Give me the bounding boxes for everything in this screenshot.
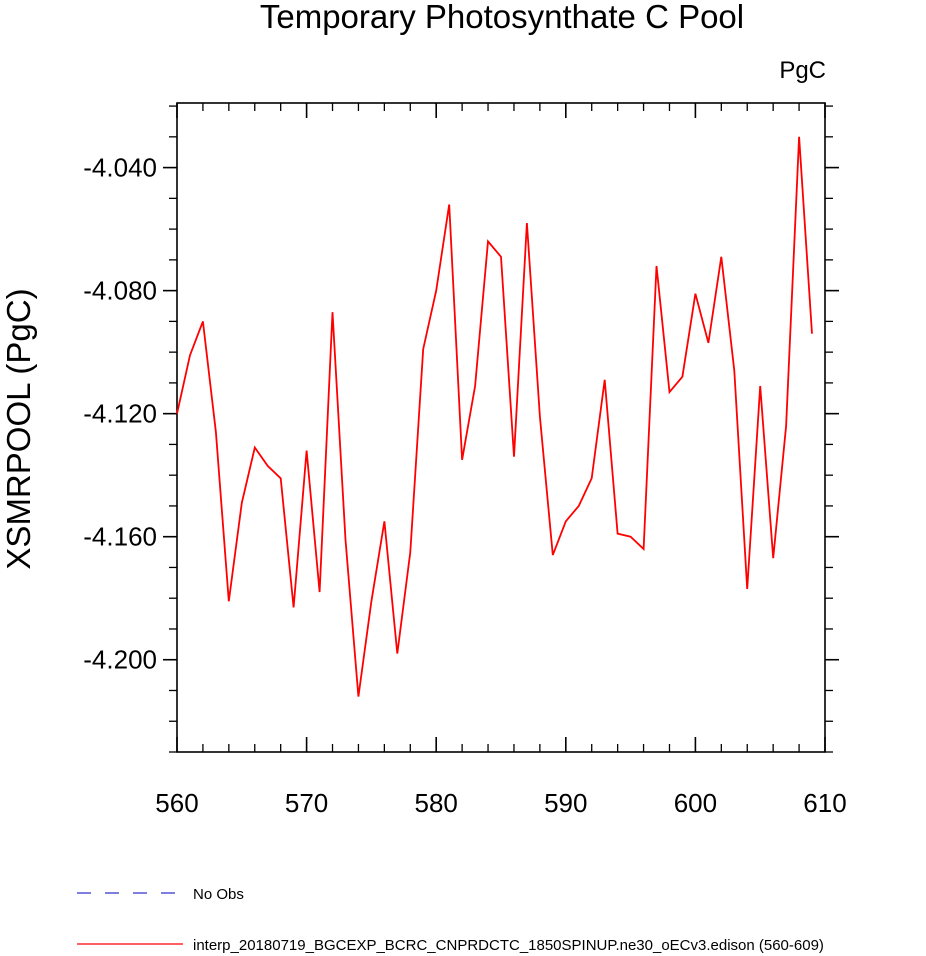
chart-title: Temporary Photosynthate C Pool — [260, 0, 744, 35]
axis-tick-labels: 560 570 580 590 600 610 -4.040 -4.080 -4.120 -4.1… — [83, 153, 846, 818]
x-tick-label: 600 — [674, 788, 717, 818]
x-tick-label: 590 — [544, 788, 587, 818]
units-label: PgC — [779, 57, 826, 84]
series-layer — [176, 136, 813, 697]
x-tick-label: 570 — [285, 788, 328, 818]
axis-ticks — [163, 103, 839, 753]
x-tick-label: 560 — [155, 788, 198, 818]
y-tick-label: -4.040 — [83, 153, 157, 183]
plot-frame — [176, 102, 826, 753]
legend-label-no-obs: No Obs — [193, 886, 244, 903]
y-tick-label: -4.160 — [83, 522, 157, 552]
x-tick-label: 580 — [415, 788, 458, 818]
y-tick-label: -4.080 — [83, 276, 157, 306]
y-tick-label: -4.120 — [83, 399, 157, 429]
series-line — [176, 136, 813, 697]
legend: No Obs interp_20180719_BGCEXP_BCRC_CNPRD… — [77, 886, 824, 954]
y-tick-label: -4.200 — [83, 645, 157, 675]
y-axis-label: XSMRPOOL (PgC) — [0, 288, 37, 569]
legend-label-model: interp_20180719_BGCEXP_BCRC_CNPRDCTC_185… — [193, 937, 824, 954]
x-tick-label: 610 — [803, 788, 846, 818]
